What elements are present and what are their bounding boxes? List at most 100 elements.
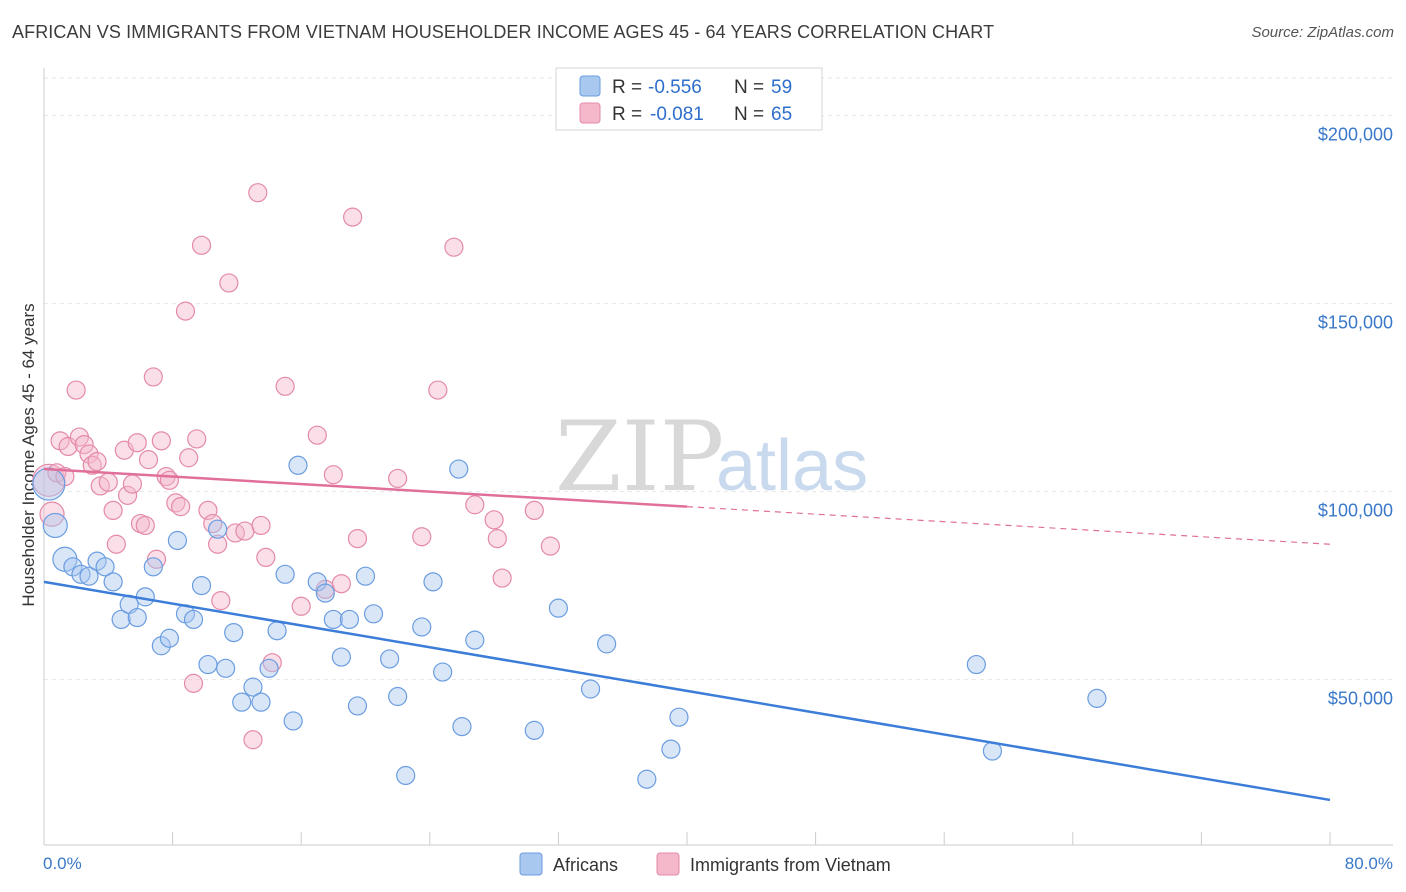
stats-n-value-vietnam: 65: [771, 104, 792, 125]
vietnam-point: [343, 207, 363, 227]
vietnam-point: [191, 235, 212, 255]
stats-n-label-vietnam: N =: [734, 104, 764, 125]
africans-point: [331, 647, 351, 667]
vietnam-point: [183, 673, 204, 693]
vietnam-point: [251, 515, 271, 536]
vietnam-point: [256, 547, 276, 568]
stats-box: R = -0.556 N = 59 R = -0.081 N = 65: [555, 67, 823, 131]
y-tick-label: $100,000: [1318, 501, 1393, 521]
vietnam-point: [307, 425, 327, 445]
africans-point: [79, 566, 99, 586]
vietnam-point: [127, 433, 147, 453]
africans-point: [433, 662, 453, 682]
vietnam-point: [484, 510, 504, 530]
africans-point: [32, 467, 66, 501]
africans-point: [283, 711, 303, 731]
africans-point: [966, 654, 986, 675]
africans-point: [151, 636, 171, 656]
africans-point: [198, 654, 218, 675]
x-ticks: [172, 832, 1331, 845]
vietnam-point: [248, 183, 268, 203]
vietnam-point: [347, 528, 368, 549]
africans-point: [637, 769, 657, 789]
africans-point: [208, 519, 228, 539]
chart-title: AFRICAN VS IMMIGRANTS FROM VIETNAM HOUSE…: [12, 22, 995, 42]
x-tick-label-max: 80.0%: [1345, 854, 1393, 873]
vietnam-point: [151, 431, 171, 451]
africans-trend-line: [43, 580, 1331, 802]
watermark-atlas: atlas: [716, 426, 868, 506]
africans-point: [355, 566, 376, 586]
watermark-zip: ZIP: [555, 401, 724, 513]
y-axis-label: Householder Income Ages 45 - 64 years: [19, 303, 38, 606]
vietnam-point: [106, 534, 126, 554]
africans-point: [423, 572, 443, 592]
africans-point: [524, 720, 544, 740]
legend-swatch-africans: [519, 852, 543, 876]
vietnam-point: [465, 495, 485, 515]
vietnam-point: [117, 485, 138, 505]
africans-point: [669, 707, 689, 727]
africans-point: [63, 557, 83, 577]
africans-point: [224, 622, 244, 643]
stats-r-value-vietnam: -0.081: [650, 104, 704, 125]
vietnam-point: [143, 367, 163, 387]
africans-point: [111, 609, 131, 630]
africans-point: [251, 692, 271, 712]
stats-r-value-africans: -0.556: [648, 77, 702, 98]
africans-point: [159, 628, 179, 648]
africans-point: [323, 609, 343, 630]
vietnam-trend-line-extension: [686, 506, 1331, 545]
vietnam-point: [98, 472, 118, 492]
africans-point: [288, 455, 308, 475]
vietnam-point: [492, 568, 512, 588]
africans-point: [71, 564, 91, 584]
vietnam-point: [74, 435, 94, 455]
vietnam-point: [540, 536, 560, 556]
vietnam-point: [103, 500, 123, 520]
vietnam-point: [58, 436, 78, 457]
y-tick-label: $200,000: [1318, 125, 1393, 145]
africans-point: [243, 677, 263, 697]
africans-point: [452, 716, 472, 737]
vietnam-point: [524, 500, 544, 520]
stats-swatch-vietnam: [579, 102, 601, 124]
africans-point: [307, 572, 327, 592]
vietnam-point: [135, 515, 155, 536]
vietnam-point: [171, 497, 191, 517]
vietnam-point: [66, 380, 86, 400]
vietnam-point: [208, 534, 228, 554]
africans-point: [363, 604, 384, 624]
gridlines: [44, 77, 1393, 681]
stats-swatch-africans: [579, 75, 601, 97]
vietnam-point: [211, 591, 231, 611]
legend: Africans Immigrants from Vietnam: [519, 852, 891, 876]
africans-point: [267, 621, 287, 641]
trend-lines: [43, 467, 1331, 802]
africans-point: [580, 679, 601, 699]
legend-label-vietnam: Immigrants from Vietnam: [690, 855, 891, 875]
stats-n-value-africans: 59: [771, 77, 792, 98]
series-africans-points: [32, 455, 1107, 789]
legend-swatch-vietnam: [656, 852, 680, 876]
africans-point: [259, 658, 279, 678]
stats-r-label-africans: R =: [612, 77, 642, 98]
legend-label-africans: Africans: [553, 855, 618, 875]
vietnam-trend-line: [43, 467, 688, 508]
vietnam-point: [235, 521, 255, 541]
vietnam-point: [444, 237, 464, 257]
vietnam-point: [428, 380, 448, 400]
vietnam-point: [243, 730, 263, 750]
africans-point: [661, 739, 681, 759]
vietnam-point: [187, 429, 207, 449]
vietnam-point: [175, 301, 196, 321]
africans-point: [191, 575, 212, 596]
vietnam-point: [388, 468, 408, 489]
vietnam-point: [291, 596, 311, 616]
africans-point: [548, 598, 569, 618]
africans-point: [103, 572, 123, 592]
africans-point: [127, 607, 147, 628]
vietnam-point: [179, 448, 199, 468]
africans-point: [167, 530, 188, 551]
vietnam-point: [275, 376, 295, 396]
